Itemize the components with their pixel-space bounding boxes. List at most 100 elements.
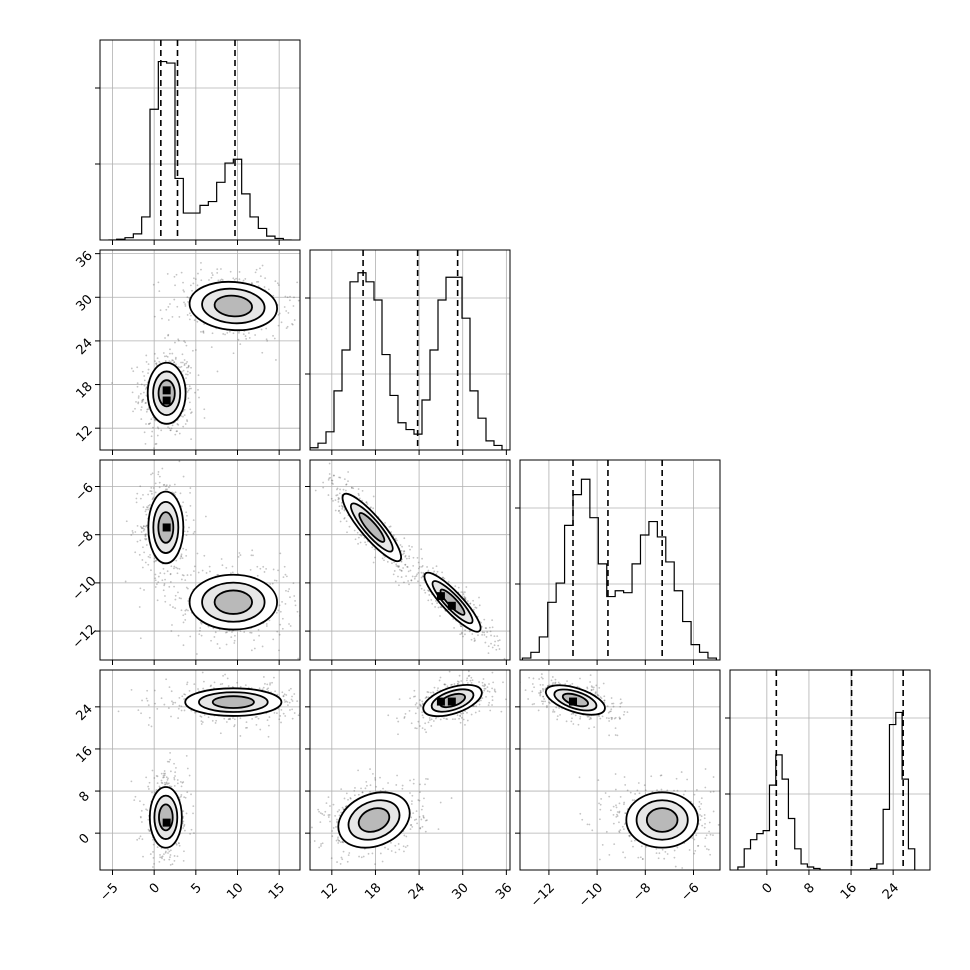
scatter-point xyxy=(650,775,653,778)
scatter-point xyxy=(297,299,300,302)
scatter-point xyxy=(188,526,190,529)
scatter-point xyxy=(423,797,425,800)
scatter-point xyxy=(358,855,360,858)
scatter-point xyxy=(605,717,608,719)
scatter-point xyxy=(165,484,168,487)
scatter-point xyxy=(411,545,413,548)
panel-grid-3-3 xyxy=(725,670,930,875)
scatter-point xyxy=(459,721,462,724)
scatter-point xyxy=(269,683,271,686)
scatter-point xyxy=(548,701,550,704)
scatter-point xyxy=(169,572,172,575)
scatter-points xyxy=(314,462,506,664)
scatter-point xyxy=(152,866,154,868)
scatter-point xyxy=(157,281,160,284)
scatter-point xyxy=(403,537,406,540)
scatter-point xyxy=(150,435,153,438)
contour-level xyxy=(213,294,253,318)
scatter-point xyxy=(163,703,166,706)
scatter-point xyxy=(293,693,296,695)
scatter-point xyxy=(175,884,177,886)
scatter-point xyxy=(259,567,262,570)
scatter-point xyxy=(163,583,166,585)
scatter-point xyxy=(224,673,226,676)
scatter-point xyxy=(162,484,165,486)
scatter-point xyxy=(594,692,597,695)
histogram-step-line xyxy=(310,272,510,450)
scatter-point xyxy=(210,639,212,642)
scatter-point xyxy=(141,821,143,823)
scatter-point xyxy=(276,693,279,696)
scatter-point xyxy=(453,683,456,685)
scatter-point xyxy=(163,483,166,486)
scatter-point xyxy=(466,682,469,684)
scatter-point xyxy=(141,370,144,373)
scatter-point xyxy=(469,679,472,682)
scatter-point xyxy=(183,698,186,701)
scatter-point xyxy=(167,777,169,780)
peak-density-pixel xyxy=(162,818,171,827)
scatter-point xyxy=(288,623,290,625)
scatter-point xyxy=(371,852,374,855)
scatter-point xyxy=(145,524,148,527)
scatter-point xyxy=(397,843,400,845)
scatter-point xyxy=(174,284,176,287)
scatter-point xyxy=(255,723,258,726)
scatter-point xyxy=(140,809,143,812)
scatter-point xyxy=(415,702,418,705)
scatter-point xyxy=(152,496,155,499)
scatter-point xyxy=(392,534,395,537)
scatter-point xyxy=(261,351,264,354)
scatter-point xyxy=(303,320,305,322)
scatter-point xyxy=(357,769,359,772)
scatter-point xyxy=(251,549,254,552)
scatter-point xyxy=(164,337,166,339)
scatter-point xyxy=(279,552,282,555)
scatter-point xyxy=(477,634,479,637)
panel-grid-0-0 xyxy=(95,40,300,245)
scatter-point xyxy=(284,602,287,605)
scatter-point xyxy=(189,372,192,374)
scatter-point xyxy=(552,682,555,684)
scatter-point xyxy=(493,644,496,647)
scatter-point xyxy=(142,398,144,401)
scatter-point xyxy=(357,542,359,545)
scatter-point xyxy=(186,391,189,393)
scatter-point xyxy=(250,631,253,634)
scatter-points xyxy=(310,670,507,866)
scatter-point xyxy=(485,627,488,630)
scatter-point xyxy=(156,782,159,785)
scatter-point xyxy=(402,567,405,569)
scatter-point xyxy=(410,579,413,582)
scatter-point xyxy=(283,693,286,696)
scatter-point xyxy=(186,361,188,363)
scatter-point xyxy=(282,712,285,715)
scatter-point xyxy=(417,720,420,723)
density-panel-2-0 xyxy=(124,460,300,660)
scatter-point xyxy=(142,493,144,496)
scatter-point xyxy=(193,277,195,280)
scatter-point xyxy=(337,496,340,499)
scatter-point xyxy=(248,337,251,339)
scatter-point xyxy=(426,566,428,568)
scatter-point xyxy=(416,573,418,576)
scatter-point xyxy=(414,727,417,729)
scatter-point xyxy=(132,410,134,413)
scatter-point xyxy=(159,856,162,859)
scatter-point xyxy=(147,423,150,425)
scatter-point xyxy=(345,520,348,523)
scatter-point xyxy=(283,699,286,701)
scatter-point xyxy=(328,477,330,480)
scatter-point xyxy=(420,548,423,551)
scatter-point xyxy=(285,694,288,696)
scatter-point xyxy=(173,777,176,779)
scatter-point xyxy=(645,845,648,848)
scatter-point xyxy=(466,711,468,714)
scatter-point xyxy=(265,568,268,570)
scatter-point xyxy=(436,689,439,692)
scatter-point xyxy=(142,527,145,530)
scatter-point xyxy=(147,408,150,411)
scatter-point xyxy=(483,687,486,690)
scatter-point xyxy=(502,662,504,664)
scatter-point xyxy=(421,700,424,703)
